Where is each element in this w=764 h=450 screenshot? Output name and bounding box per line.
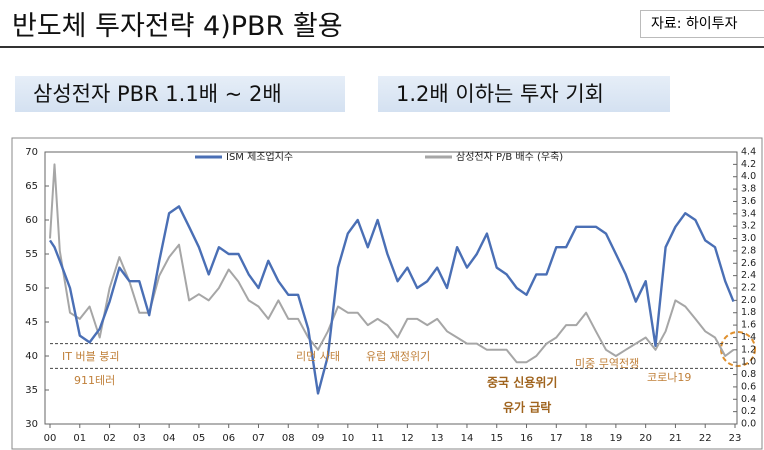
y2-tick-label: 4.2 (741, 159, 756, 170)
x-tick-label: 16 (520, 433, 533, 444)
y2-tick-label: 1.0 (741, 357, 756, 368)
callout: 1.2배 이하는 투자 기회 (378, 76, 670, 112)
y-tick-label: 55 (25, 249, 38, 260)
x-tick-label: 17 (550, 433, 563, 444)
plot-frame (44, 151, 738, 425)
highlight-circle (720, 331, 756, 367)
chart-frame (11, 137, 763, 450)
annotation: 유럽 재정위기 (366, 349, 430, 363)
y2-tick-label: 2.2 (741, 283, 756, 294)
y-tick-label: 70 (25, 147, 38, 158)
x-tick-label: 13 (431, 433, 444, 444)
y2-tick-label: 3.4 (741, 208, 756, 219)
y2-tick-label: 0.4 (741, 394, 756, 405)
annotation: 유가 급락 (503, 400, 551, 415)
x-tick-label: 01 (73, 433, 86, 444)
x-tick-label: 18 (580, 433, 593, 444)
y2-tick-label: 4.0 (741, 171, 756, 182)
x-tick-label: 04 (163, 433, 176, 444)
y-tick-label: 60 (25, 215, 38, 226)
y2-tick-label: 3.6 (741, 196, 756, 207)
annotation: 중국 신용위기 (487, 375, 557, 390)
y2-tick-label: 1.4 (741, 332, 756, 343)
x-tick-label: 15 (490, 433, 503, 444)
y2-tick-label: 3.8 (741, 184, 756, 195)
annotation: 리먼 사태 (296, 350, 340, 363)
y-tick-label: 65 (25, 181, 38, 192)
callout: 삼성전자 PBR 1.1배 ~ 2배 (15, 76, 345, 112)
y-tick-label: 50 (25, 283, 38, 294)
x-tick-label: 00 (44, 433, 57, 444)
x-tick-label: 23 (729, 433, 742, 444)
y-tick-label: 45 (25, 317, 38, 328)
source-box: 자료: 하이투자 (640, 10, 764, 38)
slide-title: 반도체 투자전략 4)PBR 활용 (12, 11, 343, 42)
x-tick-label: 12 (401, 433, 414, 444)
legend-label: ISM 제조업지수 (226, 150, 293, 163)
series-line (48, 205, 735, 395)
y2-tick-label: 0.8 (741, 369, 756, 380)
y2-tick-label: 1.8 (741, 307, 756, 318)
annotation: 미중 무역전쟁 (575, 357, 639, 370)
y-tick-label: 35 (25, 385, 38, 396)
x-tick-label: 02 (103, 433, 116, 444)
x-tick-label: 21 (669, 433, 682, 444)
annotation: 911테러 (74, 374, 115, 387)
x-tick-label: 07 (252, 433, 265, 444)
x-tick-label: 09 (312, 433, 325, 444)
y2-tick-label: 2.0 (741, 295, 756, 306)
x-tick-label: 14 (461, 433, 474, 444)
title-rule (0, 46, 764, 48)
x-tick-label: 08 (282, 433, 295, 444)
y2-tick-label: 2.4 (741, 270, 756, 281)
y2-tick-label: 2.8 (741, 245, 756, 256)
x-tick-label: 10 (341, 433, 354, 444)
annotation: 코로나19 (647, 371, 691, 384)
y2-tick-label: 0.2 (741, 406, 756, 417)
x-tick-label: 03 (133, 433, 146, 444)
y-tick-label: 30 (25, 419, 38, 430)
series-line (49, 163, 735, 364)
x-tick-label: 22 (699, 433, 712, 444)
y2-tick-label: 1.6 (741, 320, 756, 331)
y2-tick-label: 2.6 (741, 258, 756, 269)
x-tick-label: 06 (222, 433, 235, 444)
y2-tick-label: 1.2 (741, 344, 756, 355)
legend-label: 삼성전자 P/B 배수 (우축) (456, 151, 563, 163)
y2-tick-label: 0.0 (741, 419, 756, 430)
annotation: IT 버블 붕괴 (62, 350, 119, 363)
x-tick-label: 11 (371, 433, 384, 444)
y-tick-label: 40 (25, 351, 38, 362)
y2-tick-label: 4.4 (741, 147, 756, 158)
y2-tick-label: 0.6 (741, 381, 756, 392)
x-tick-label: 19 (610, 433, 623, 444)
y2-tick-label: 3.0 (741, 233, 756, 244)
x-tick-label: 05 (193, 433, 206, 444)
x-tick-label: 20 (639, 433, 652, 444)
y2-tick-label: 3.2 (741, 221, 756, 232)
